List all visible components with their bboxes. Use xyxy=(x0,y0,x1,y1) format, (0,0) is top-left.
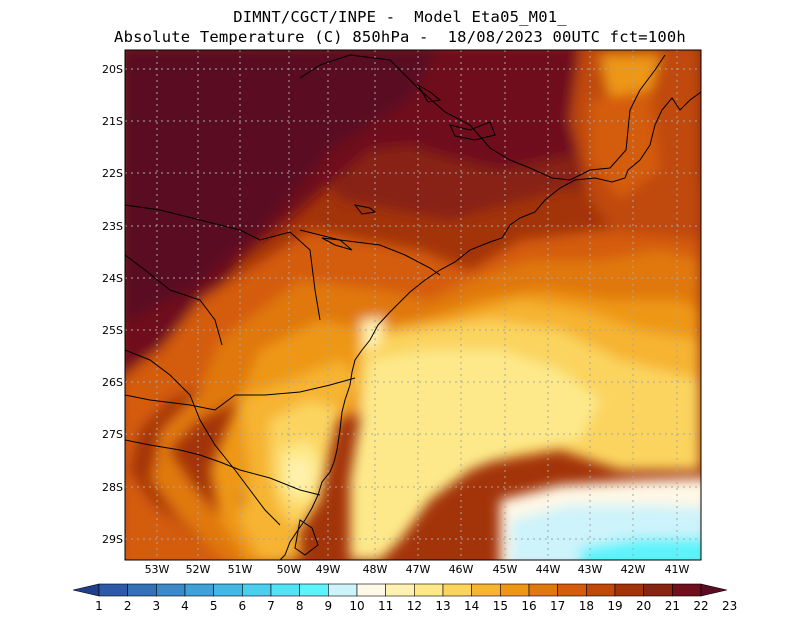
lon-label: 46W xyxy=(448,563,474,576)
colorbar-tick-label: 8 xyxy=(295,599,304,613)
colorbar-tick-label: 10 xyxy=(349,599,365,613)
colorbar-swatch xyxy=(557,583,587,597)
mg-rj-border xyxy=(569,54,666,181)
temperature-field xyxy=(125,50,701,560)
lon-label: 45W xyxy=(492,563,518,576)
lat-label: 21S xyxy=(102,115,123,128)
field-9-se xyxy=(580,538,701,560)
colorbar-tick-label: 7 xyxy=(267,599,275,613)
lagoa-dos-patos xyxy=(294,519,319,556)
colorbar-swatch xyxy=(270,583,300,597)
pr-sc-border xyxy=(125,377,356,411)
colorbar-tick-label: 21 xyxy=(664,599,680,613)
lon-label: 53W xyxy=(144,563,170,576)
lon-label: 52W xyxy=(185,563,211,576)
reservoir-4 xyxy=(416,83,442,103)
colorbar-swatch-below xyxy=(72,583,100,597)
colorbar-tick-label: 6 xyxy=(238,599,247,613)
map-frame xyxy=(124,49,702,561)
colorbar xyxy=(72,583,728,597)
colorbar-swatch xyxy=(672,583,702,597)
field-13-ocean xyxy=(350,350,600,560)
colorbar-swatch xyxy=(242,583,272,597)
colorbar-tick-label: 4 xyxy=(181,599,189,613)
colorbar-swatch xyxy=(356,583,386,597)
lon-label: 50W xyxy=(276,563,302,576)
colorbar-swatch xyxy=(127,583,157,597)
boundaries xyxy=(125,54,701,560)
colorbar-tick-label: 2 xyxy=(123,599,132,613)
colorbar-swatch xyxy=(299,583,329,597)
paraguay-border xyxy=(125,254,223,346)
pr-sp-border xyxy=(299,229,441,276)
colorbar-tick-label: 1 xyxy=(95,599,103,613)
colorbar-swatch xyxy=(184,583,214,597)
colorbar-swatch xyxy=(586,583,616,597)
colorbar-tick-label: 14 xyxy=(464,599,480,613)
lat-label: 26S xyxy=(102,376,123,389)
title-line-1: DIMNT/CGCT/INPE - Model Eta05_M01_ xyxy=(233,8,567,26)
colorbar-tick-label: 19 xyxy=(607,599,623,613)
lat-label: 24S xyxy=(102,272,123,285)
colorbar-tick-label: 11 xyxy=(378,599,394,613)
lat-label: 20S xyxy=(102,63,123,76)
reservoir-1 xyxy=(353,204,377,215)
colorbar-swatch xyxy=(643,583,673,597)
lon-label: 47W xyxy=(405,563,431,576)
colorbar-tick-label: 18 xyxy=(578,599,594,613)
colorbar-swatch xyxy=(442,583,472,597)
colorbar-tick-label: 23 xyxy=(722,599,738,613)
colorbar-swatch xyxy=(98,583,128,597)
colorbar-tick-label: 17 xyxy=(550,599,566,613)
colorbar-tick-label: 22 xyxy=(693,599,709,613)
lon-label: 43W xyxy=(577,563,603,576)
graticule xyxy=(125,50,701,560)
colorbar-swatch xyxy=(614,583,644,597)
lat-label: 25S xyxy=(102,324,123,337)
reservoir-2 xyxy=(321,237,353,251)
lat-label: 23S xyxy=(102,220,123,233)
colorbar-swatch xyxy=(500,583,530,597)
colorbar-tick-label: 9 xyxy=(324,599,333,613)
colorbar-tick-label: 12 xyxy=(406,599,422,613)
colorbar-swatch xyxy=(213,583,243,597)
colorbar-tick-label: 20 xyxy=(636,599,652,613)
colorbar-tick-label: 3 xyxy=(152,599,161,613)
argentina-border xyxy=(125,349,281,526)
sao-paulo-mg-border xyxy=(299,54,571,181)
colorbar-tick-label: 5 xyxy=(209,599,218,613)
colorbar-tick-label: 15 xyxy=(492,599,508,613)
colorbar-tick-label: 16 xyxy=(521,599,537,613)
ms-sp-border xyxy=(125,204,321,321)
lon-label: 51W xyxy=(227,563,253,576)
colorbar-swatch xyxy=(471,583,501,597)
lat-label: 27S xyxy=(102,428,123,441)
colorbar-swatch-above xyxy=(700,583,728,597)
field-12-coast xyxy=(360,318,385,350)
lon-label: 48W xyxy=(362,563,388,576)
colorbar-tick-label: 13 xyxy=(435,599,451,613)
lon-label: 44W xyxy=(535,563,561,576)
lon-label: 41W xyxy=(664,563,690,576)
lat-label: 29S xyxy=(102,533,123,546)
coastline xyxy=(279,91,701,560)
field-23-nw xyxy=(125,50,438,325)
field-12-highlands xyxy=(288,458,312,492)
colorbar-swatch xyxy=(328,583,358,597)
reservoir-3 xyxy=(449,121,496,141)
lon-label: 42W xyxy=(620,563,646,576)
lat-label: 28S xyxy=(102,481,123,494)
sc-rs-border xyxy=(125,439,321,496)
colorbar-swatch xyxy=(528,583,558,597)
colorbar-swatch xyxy=(414,583,444,597)
colorbar-swatch xyxy=(156,583,186,597)
title-line-2: Absolute Temperature (C) 850hPa - 18/08/… xyxy=(114,28,686,46)
colorbar-swatch xyxy=(385,583,415,597)
field-17-east-spot xyxy=(600,55,660,100)
lat-label: 22S xyxy=(102,167,123,180)
lon-label: 49W xyxy=(315,563,341,576)
